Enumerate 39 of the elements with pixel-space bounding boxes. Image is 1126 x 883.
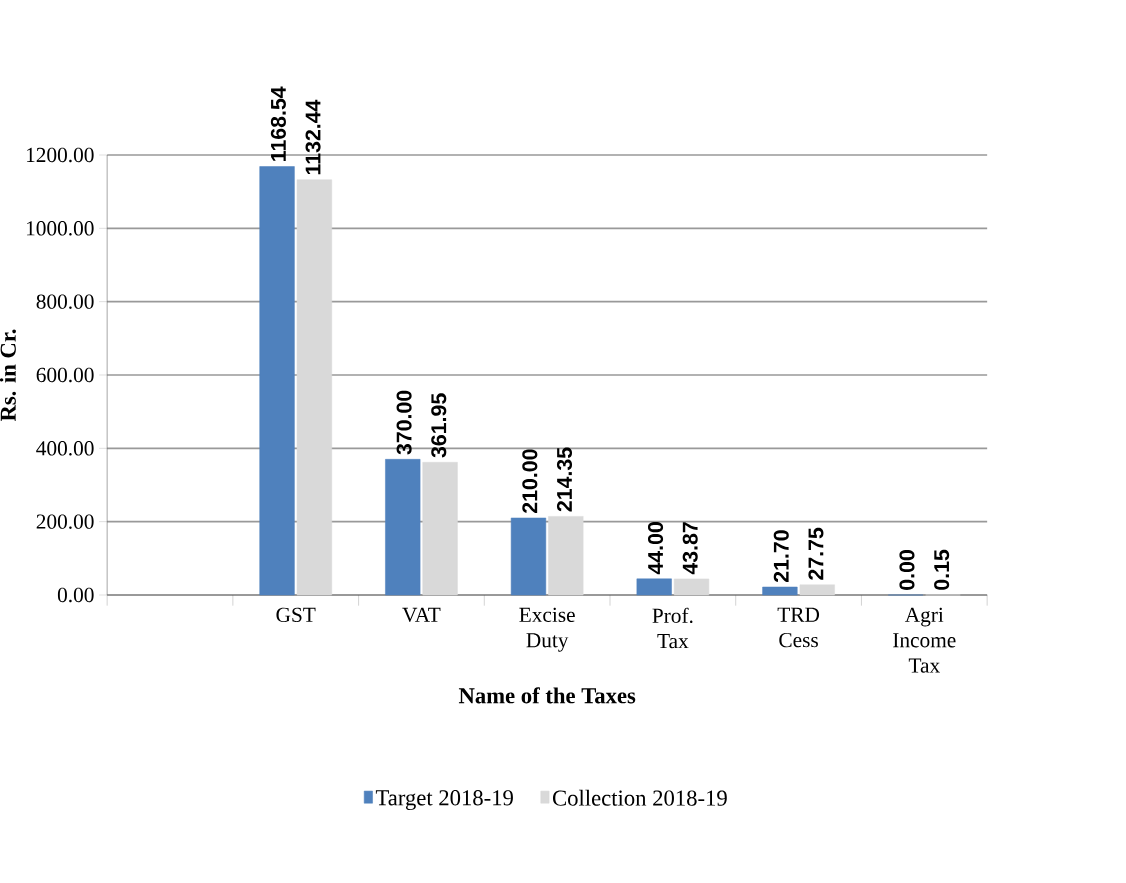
x-axis-title: Name of the Taxes (458, 687, 636, 704)
bar (636, 578, 672, 596)
data-label: 0.15 (934, 549, 950, 590)
bar (422, 462, 458, 596)
data-label: 210.00 (522, 449, 538, 513)
y-tick-label: 200.00 (36, 514, 94, 529)
bar (548, 516, 584, 596)
x-tick-label: Excise Duty (519, 607, 575, 652)
x-tick-label: GST (276, 607, 316, 623)
x-tick-label: Prof. Tax (652, 607, 693, 649)
x-tick-label: TRD Cess (777, 607, 820, 648)
y-axis-title: Rs. in Cr. (0, 329, 16, 422)
x-tick-label: Agri Income Tax (893, 607, 956, 673)
data-label: 21.70 (773, 530, 789, 583)
legend-label: Collection 2018-19 (552, 789, 727, 806)
x-tick-label: VAT (402, 607, 441, 623)
bar (673, 578, 710, 596)
bar (510, 517, 547, 596)
y-tick-label: 800.00 (36, 294, 94, 309)
data-label: 1132.44 (305, 99, 321, 175)
y-tick-label: 1200.00 (26, 147, 94, 163)
y-tick-label: 0.00 (57, 587, 94, 603)
data-label: 27.75 (808, 527, 824, 580)
bar (259, 166, 295, 596)
legend-label: Target 2018-19 (375, 790, 513, 811)
y-tick-label: 600.00 (36, 367, 94, 383)
y-tick-label: 400.00 (36, 441, 94, 456)
data-label: 370.00 (396, 390, 412, 455)
bar (296, 179, 332, 596)
data-label: 44.00 (647, 522, 664, 575)
data-label: 43.87 (682, 522, 698, 575)
data-label: 361.95 (431, 393, 447, 458)
bar (385, 459, 421, 596)
y-tick-label: 1000.00 (26, 221, 94, 236)
bar (799, 584, 835, 596)
data-label: 0.00 (899, 550, 915, 590)
data-label: 1168.54 (270, 86, 286, 161)
data-label: 214.35 (556, 447, 573, 512)
bar (762, 586, 798, 596)
